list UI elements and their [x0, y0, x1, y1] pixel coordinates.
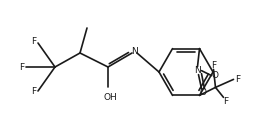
Text: O: O [212, 71, 219, 80]
Text: F: F [20, 62, 25, 72]
Text: F: F [31, 88, 37, 96]
Text: F: F [31, 38, 37, 46]
Text: N: N [194, 66, 201, 75]
Text: F: F [211, 61, 216, 70]
Text: O: O [199, 88, 206, 97]
Text: F: F [235, 75, 240, 84]
Text: OH: OH [103, 92, 117, 102]
Text: N: N [132, 46, 138, 55]
Text: F: F [223, 97, 228, 106]
